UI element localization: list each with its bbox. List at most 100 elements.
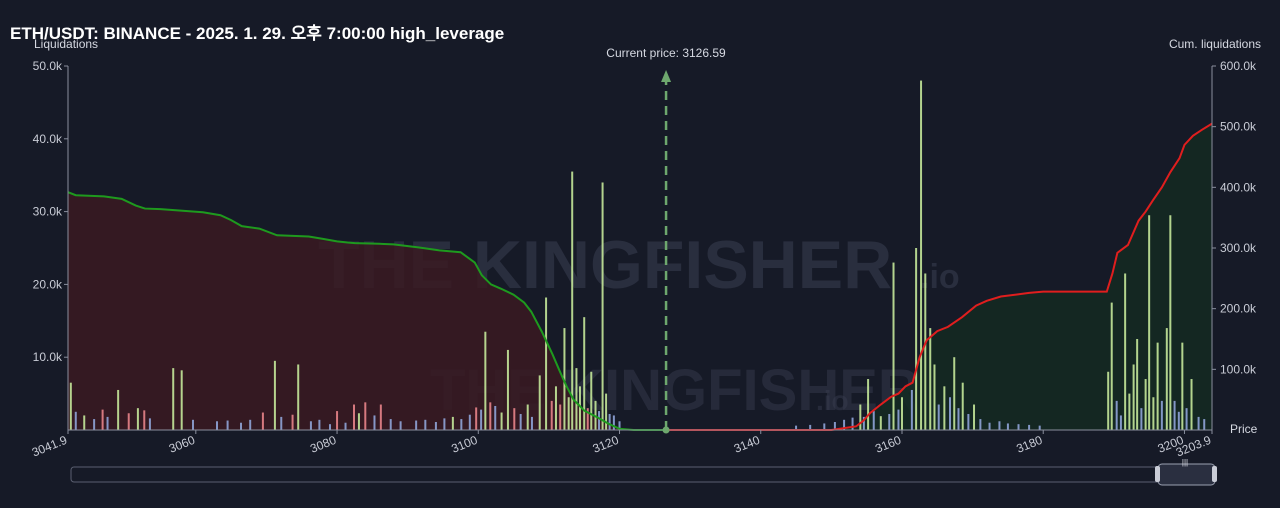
liquidation-bar <box>915 248 918 430</box>
liquidation-bar <box>1181 342 1184 430</box>
liquidation-bar <box>526 404 529 430</box>
liquidation-bar <box>69 382 72 430</box>
liquidation-bar <box>795 425 798 430</box>
liquidation-bar <box>443 418 446 430</box>
liquidation-bar <box>575 368 578 430</box>
liquidation-bar <box>1128 393 1131 430</box>
y-right-tick-label: 300.0k <box>1220 241 1257 255</box>
liquidation-bar <box>148 418 151 430</box>
scrollbar-thumb[interactable] <box>1157 463 1216 486</box>
liquidation-bar <box>590 371 593 430</box>
liquidation-bar <box>101 409 104 430</box>
scrollbar-grip[interactable]: ||| <box>1182 458 1188 467</box>
liquidation-bar <box>1017 424 1020 430</box>
watermark-suffix-top: .io <box>920 258 960 296</box>
short-cum-line <box>666 122 1213 431</box>
liquidation-bar <box>261 412 264 430</box>
current-price-label: Current price: 3126.59 <box>606 46 726 60</box>
liquidation-bar <box>1028 424 1031 430</box>
x-tick-label: 3080 <box>308 433 338 456</box>
liquidation-bar <box>240 422 243 430</box>
liquidation-bar <box>344 422 347 430</box>
liquidation-bar <box>538 375 541 430</box>
liquidation-bar <box>143 410 146 430</box>
liquidation-bar <box>1107 371 1110 430</box>
x-tick-label: 3140 <box>732 433 762 456</box>
liquidation-bar <box>859 404 862 430</box>
liquidation-bar <box>336 411 339 430</box>
liquidation-bar <box>1006 423 1009 430</box>
liquidation-bar <box>1169 215 1172 430</box>
liquidation-bar <box>1165 328 1168 430</box>
scrollbar-handle-left[interactable] <box>1155 466 1160 482</box>
liquidation-bar <box>74 411 77 430</box>
liquidation-bar <box>586 408 589 430</box>
range-scrollbar[interactable]: ||| <box>70 458 1217 486</box>
watermark-suffix-bottom: .io <box>816 385 849 416</box>
liquidation-bar <box>608 413 611 430</box>
y-left-tick-label: 10.0k <box>33 350 63 364</box>
short-cum-area <box>666 123 1212 430</box>
liquidation-bar <box>937 404 940 430</box>
liquidation-bar <box>571 171 574 430</box>
y-right-tick-label: 400.0k <box>1220 180 1257 194</box>
liquidation-bar <box>900 397 903 430</box>
liquidation-bar <box>415 420 418 430</box>
liquidation-bar <box>872 411 875 430</box>
liquidation-bar <box>1177 411 1180 430</box>
liquidation-bar <box>998 421 1001 430</box>
liquidation-bar <box>961 382 964 430</box>
liquidation-bar <box>475 407 478 430</box>
liquidation-bar <box>888 413 891 430</box>
liquidation-bar <box>618 421 621 430</box>
liquidation-bar <box>897 409 900 430</box>
liquidation-bar <box>862 416 865 430</box>
liquidation-bar <box>957 408 960 430</box>
liquidation-bar <box>823 423 826 430</box>
y-right-tick-label: 600.0k <box>1220 59 1257 73</box>
liquidation-bar <box>612 415 615 430</box>
y-left-tick-label: 30.0k <box>33 205 63 219</box>
y-left-tick-label: 50.0k <box>33 59 63 73</box>
cumulative-lines <box>67 122 1213 431</box>
chart-title: ETH/USDT: BINANCE - 2025. 1. 29. 오후 7:00… <box>10 24 505 43</box>
liquidation-bar <box>226 420 229 430</box>
liquidation-bar <box>484 331 487 430</box>
liquidation-bar <box>353 404 355 430</box>
liquidation-bar <box>328 424 331 430</box>
liquidation-bar <box>943 386 946 430</box>
liquidation-bar <box>910 389 913 430</box>
liquidation-bar <box>851 417 854 430</box>
liquidation-bar <box>460 419 463 430</box>
liquidation-bar <box>1203 419 1206 430</box>
liquidation-bar <box>249 419 252 430</box>
liquidation-bar <box>280 416 283 430</box>
x-tick-label: 3180 <box>1014 433 1044 456</box>
liquidation-bar <box>929 328 932 430</box>
liquidation-bar <box>953 357 956 430</box>
liquidation-bar <box>297 364 300 430</box>
liquidation-bar <box>554 386 557 430</box>
liquidation-bar <box>83 415 86 430</box>
liquidation-bar <box>494 405 497 430</box>
y-right-tick-label: 100.0k <box>1220 362 1257 376</box>
liquidation-bar <box>550 400 553 430</box>
liquidation-bar <box>273 360 276 430</box>
y-right-tick-label: 200.0k <box>1220 302 1257 316</box>
liquidation-bar <box>1160 400 1163 430</box>
liquidation-bar <box>867 379 870 430</box>
liquidation-bar <box>1148 215 1151 430</box>
y-left-tick-label: 20.0k <box>33 277 63 291</box>
liquidation-bar <box>1197 416 1200 430</box>
liquidation-bar <box>180 370 183 430</box>
liquidation-bar <box>1038 425 1041 430</box>
y-left-axis-title: Liquidations <box>34 37 98 51</box>
scrollbar-track[interactable] <box>70 466 1216 483</box>
scrollbar-handle-right[interactable] <box>1212 466 1217 482</box>
long-cum-line <box>67 191 667 431</box>
liquidation-bar <box>106 416 109 430</box>
liquidation-bar <box>559 404 562 430</box>
liquidation-bar <box>519 413 522 430</box>
